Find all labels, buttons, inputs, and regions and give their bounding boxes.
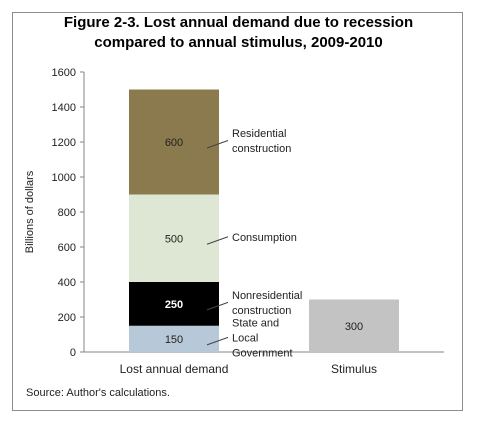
chart-title-line2: compared to annual stimulus, 2009-2010 [94,34,383,51]
segment-annotation: Nonresidential [232,290,302,302]
data-label: 250 [165,299,183,311]
chart-title: Figure 2-3. Lost annual demand due to re… [0,13,477,53]
bar-segment [129,89,219,195]
segment-annotation: Government [232,347,293,359]
chart-title-line1: Figure 2-3. Lost annual demand due to re… [63,14,414,31]
y-tick-label: 0 [70,347,76,359]
annotation-leader-line [206,140,229,149]
annotation-leader-line [206,236,229,245]
y-tick-label: 1400 [52,102,76,114]
segment-annotation: Residential [232,128,286,140]
source-note: Source: Author's calculations. [26,387,170,399]
segment-annotation: State and [232,317,279,329]
y-tick-label: 1600 [52,67,76,79]
bar-segment [129,194,219,282]
segment-annotation: Local [232,332,258,344]
bar-segment [129,282,219,326]
bar-segment [129,325,219,352]
data-label: 500 [165,233,183,245]
y-tick-label: 400 [58,277,76,289]
y-axis-title: Billions of dollars [24,170,36,253]
x-category-label: Lost annual demand [120,362,229,376]
data-label: 600 [165,137,183,149]
y-tick-label: 1200 [52,137,76,149]
y-tick-label: 600 [58,242,76,254]
y-tick-label: 1000 [52,172,76,184]
annotation-leader-line [206,336,229,346]
data-label: 300 [345,321,363,333]
y-tick-label: 800 [58,207,76,219]
segment-annotation: construction [232,305,291,317]
data-label: 150 [165,334,183,346]
segment-annotation: construction [232,143,291,155]
segment-annotation: Consumption [232,232,297,244]
x-category-label: Stimulus [331,362,377,376]
bar-segment [309,299,399,352]
annotation-leader-line [206,301,229,311]
y-tick-label: 200 [58,312,76,324]
